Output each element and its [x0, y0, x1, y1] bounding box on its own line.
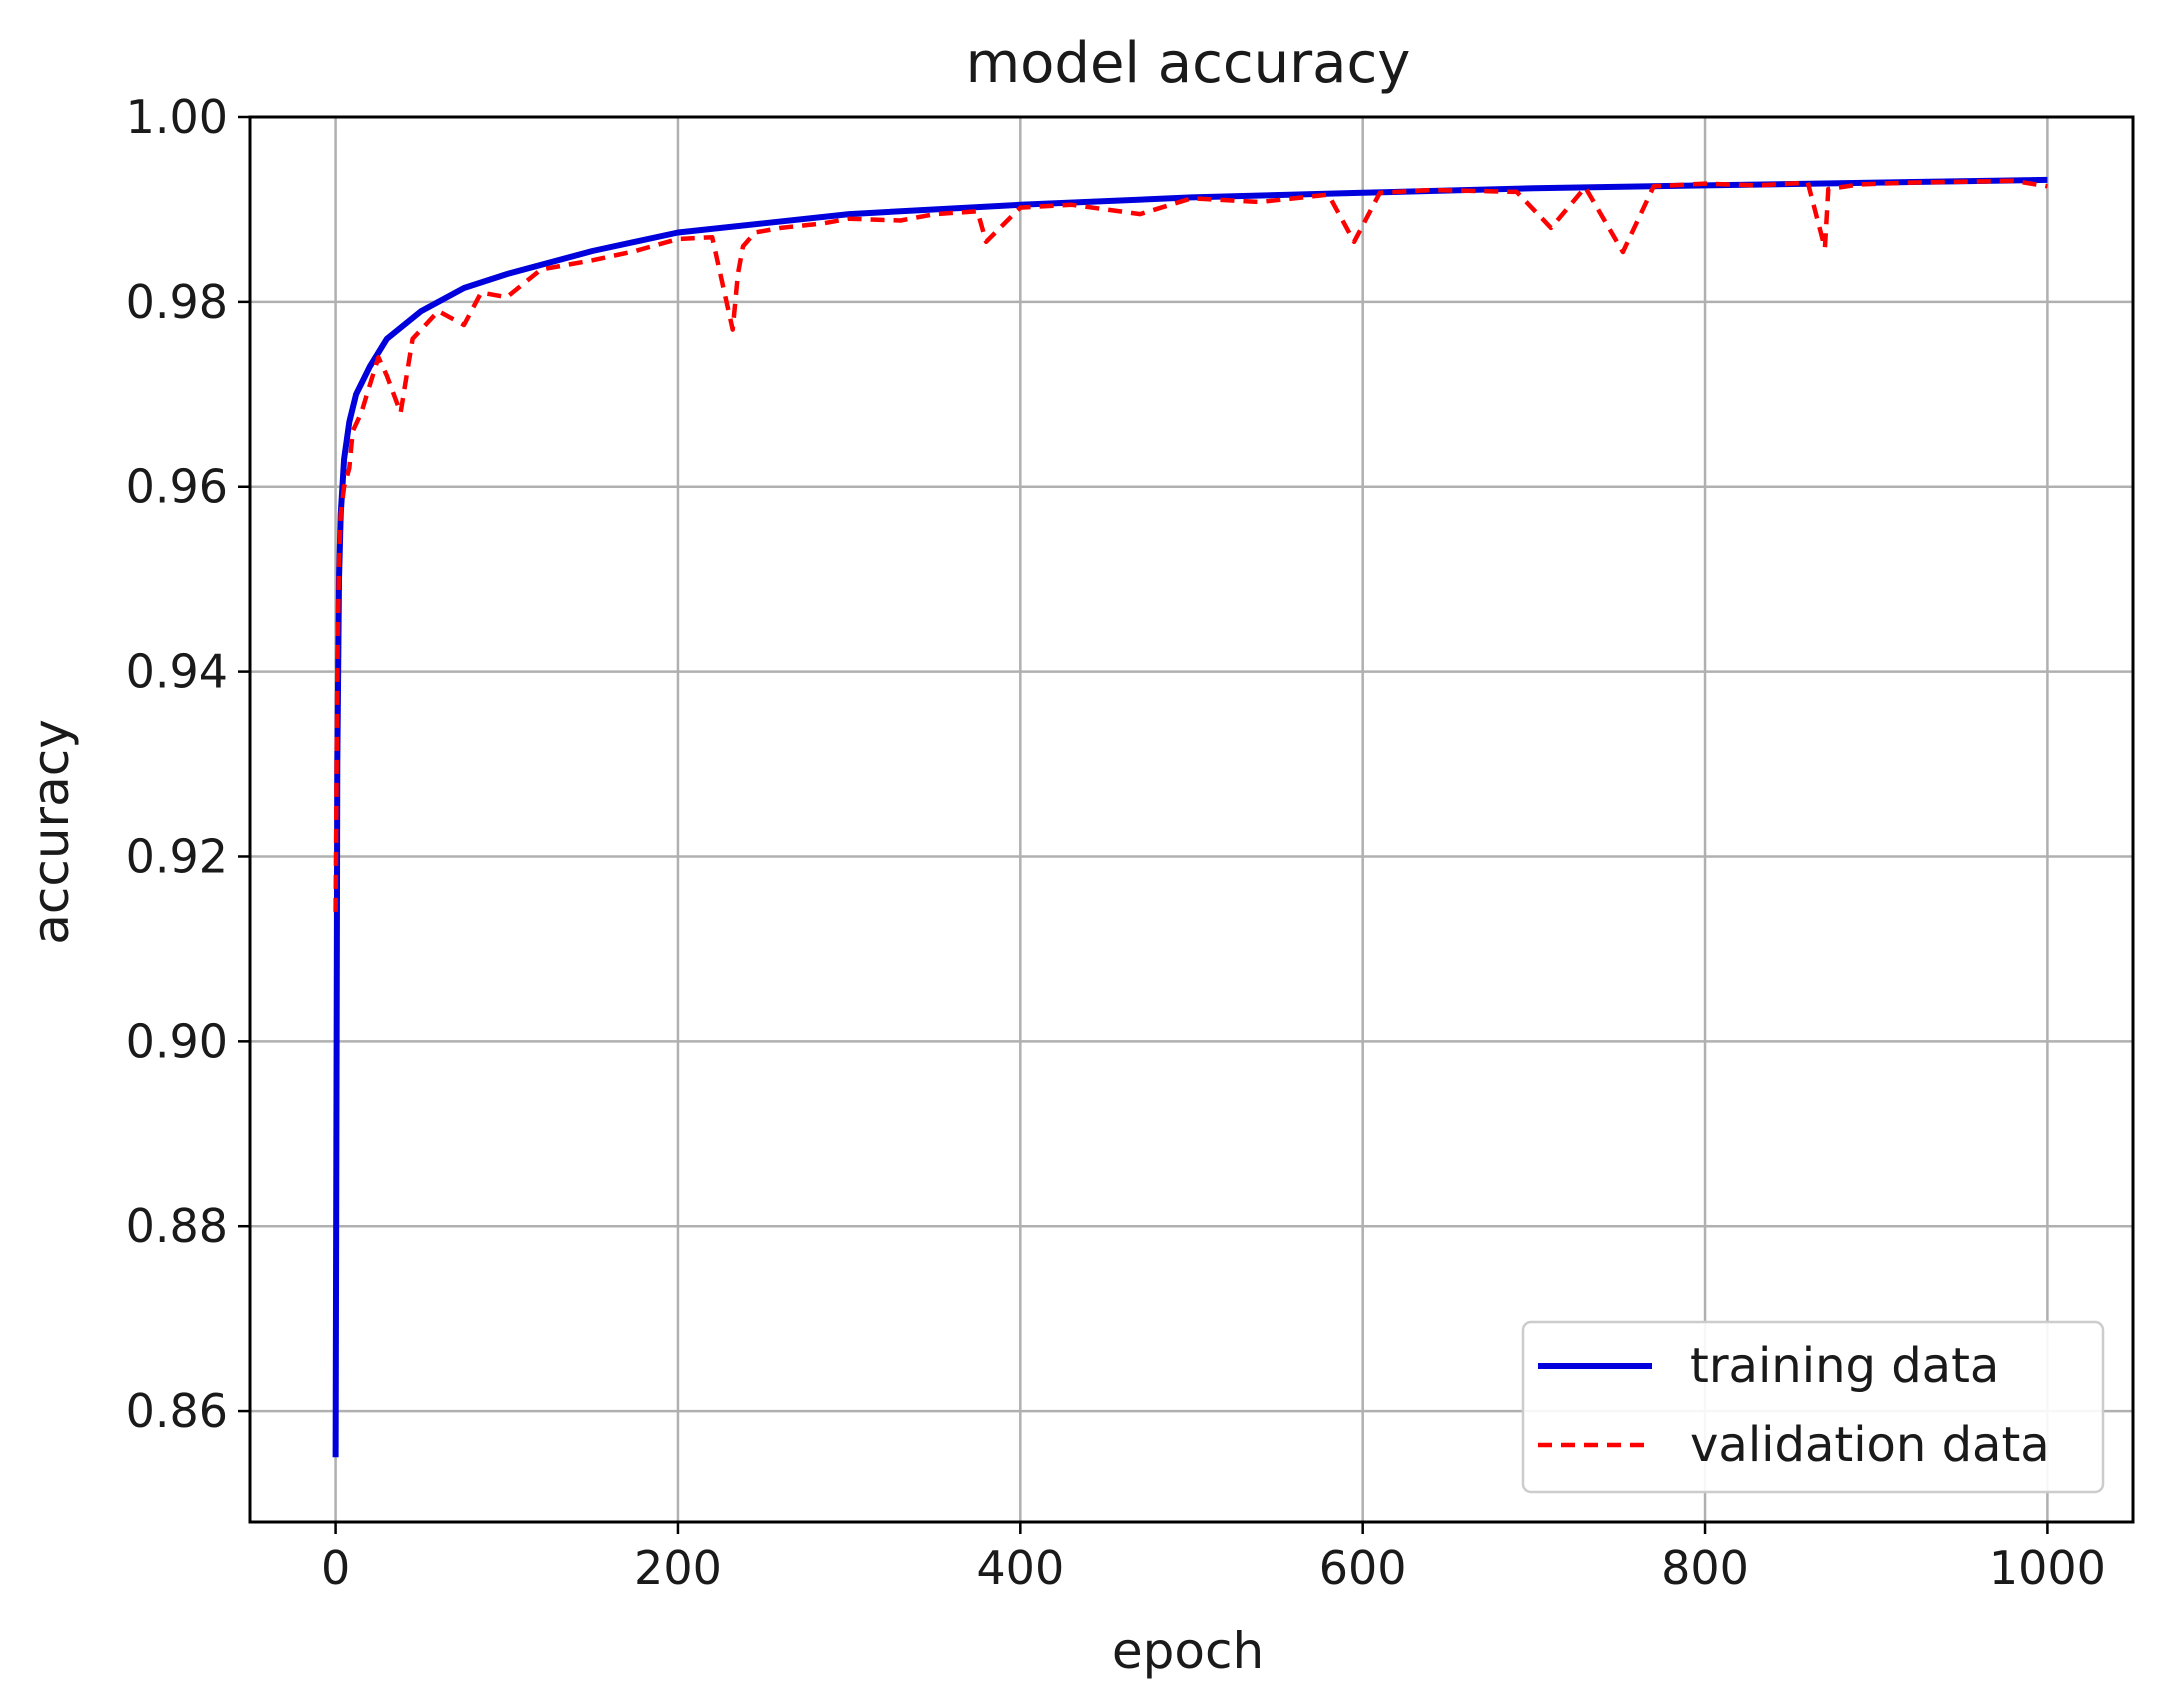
x-tick-label: 400	[976, 1541, 1064, 1595]
y-tick-label: 0.88	[126, 1199, 228, 1253]
y-tick-label: 0.90	[126, 1014, 228, 1068]
x-tick-label: 600	[1319, 1541, 1407, 1595]
x-tick-label: 0	[321, 1541, 350, 1595]
y-tick-label: 0.98	[126, 275, 228, 329]
tick-layer: 0 200 400 600 800 1000 0.86 0.88 0.90 0.92 0.94 0.9…	[126, 90, 2106, 1595]
series-layer	[332, 176, 2048, 1458]
legend: training data validation data	[1521, 1320, 2105, 1494]
legend-training-label: training data	[1690, 1338, 1999, 1394]
plot-frame	[248, 115, 2135, 1524]
y-axis-title: accuracy	[22, 719, 80, 945]
legend-validation-label: validation data	[1690, 1417, 2050, 1473]
x-axis-title: epoch	[1112, 1622, 1264, 1680]
y-tick-label: 0.94	[126, 645, 228, 699]
grid-layer	[250, 115, 2133, 1522]
y-tick-label: 0.96	[126, 460, 228, 514]
validation-series-line	[333, 178, 2048, 912]
x-tick-label: 800	[1661, 1541, 1749, 1595]
legend-box	[1521, 1320, 2105, 1494]
x-tick-label: 1000	[1989, 1541, 2106, 1595]
chart-title: model accuracy	[966, 31, 1411, 96]
training-series-line	[332, 176, 2048, 1458]
y-tick-label: 0.92	[126, 829, 228, 883]
x-tick-label: 200	[634, 1541, 722, 1595]
y-tick-label: 1.00	[126, 90, 228, 144]
y-tick-label: 0.86	[126, 1384, 228, 1438]
